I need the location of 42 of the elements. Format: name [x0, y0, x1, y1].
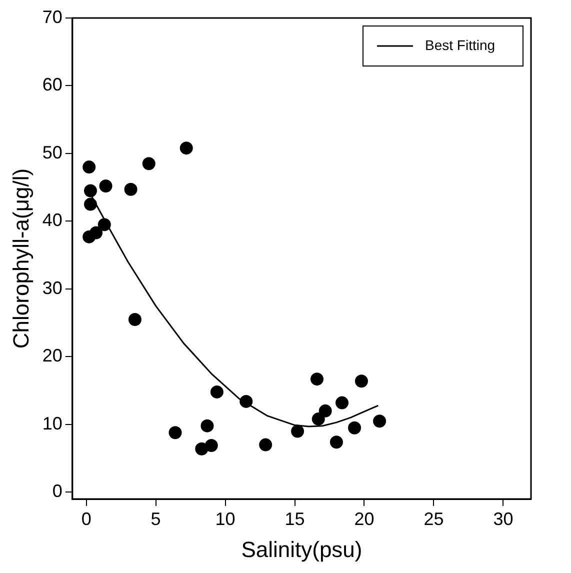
y-tick-label: 20: [42, 346, 62, 366]
point: [310, 372, 324, 386]
x-tick-label: 30: [493, 508, 514, 529]
x-tick-label: 5: [150, 508, 161, 529]
x-tick-label: 20: [354, 508, 374, 529]
point: [354, 374, 368, 388]
y-tick-label: 10: [42, 413, 62, 434]
x-tick-label: 25: [424, 508, 444, 529]
x-tick-label: 10: [215, 508, 236, 529]
y-tick-label: 40: [42, 210, 62, 230]
y-tick-label: 0: [52, 481, 62, 502]
point: [99, 180, 112, 193]
y-tick-label: 50: [42, 142, 62, 162]
y-tick-label: 60: [42, 74, 62, 95]
y-tick-label: 70: [42, 6, 62, 27]
point: [142, 157, 156, 170]
point: [84, 198, 97, 211]
x-tick-label: 15: [284, 508, 305, 529]
point: [312, 412, 325, 426]
point: [195, 442, 208, 456]
point: [82, 160, 96, 174]
point: [291, 424, 304, 438]
x-tick-label: 0: [81, 508, 92, 529]
y-tick-label: 30: [42, 278, 62, 298]
point: [373, 414, 386, 428]
point: [124, 182, 138, 196]
point: [84, 184, 97, 198]
point: [200, 419, 214, 432]
point: [210, 385, 224, 398]
point: [330, 436, 343, 449]
point: [204, 438, 218, 452]
point: [348, 421, 362, 434]
y-axis-title: Chlorophyll-a(μg/l): [8, 168, 34, 349]
point: [128, 312, 142, 326]
point: [168, 426, 182, 440]
point: [259, 438, 272, 452]
x-axis-title: Salinity(psu): [241, 536, 362, 562]
point: [336, 396, 349, 410]
legend-label: Best Fitting: [425, 36, 496, 53]
point: [90, 226, 103, 240]
point: [318, 404, 332, 418]
point: [180, 142, 193, 155]
